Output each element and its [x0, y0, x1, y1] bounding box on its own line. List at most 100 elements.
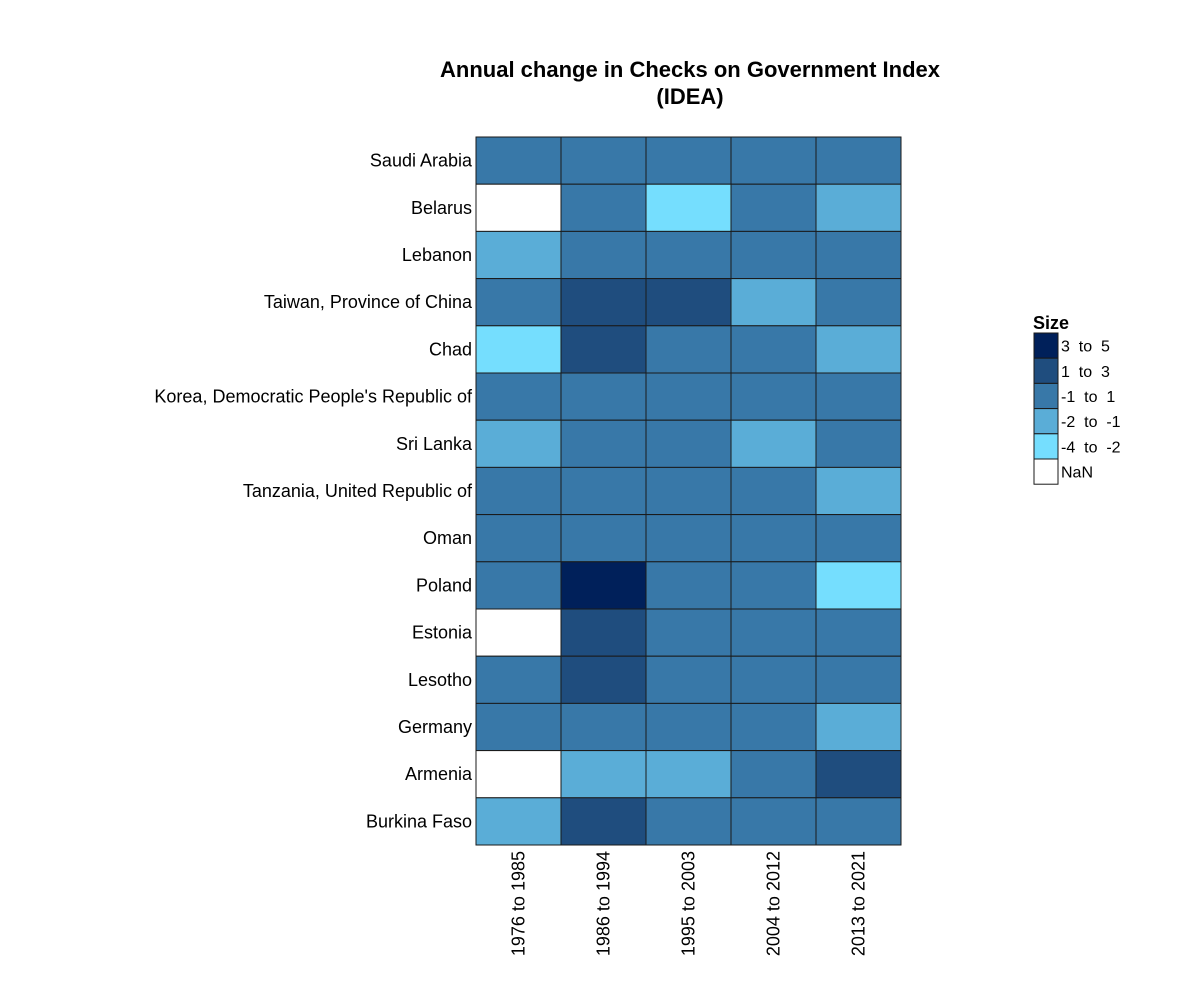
heatmap-cell	[730, 183, 817, 232]
row-label: Korea, Democratic People's Republic of	[154, 387, 473, 407]
legend-title: Size	[1033, 313, 1069, 333]
heatmap-cell	[475, 419, 562, 468]
legend-label: -2 to -1	[1061, 414, 1121, 431]
row-label: Poland	[416, 575, 472, 595]
column-label: 2013 to 2021	[849, 851, 869, 956]
heatmap-cell	[815, 608, 902, 657]
heatmap-cell	[475, 750, 562, 799]
heatmap-cell	[730, 655, 817, 704]
row-label: Chad	[429, 339, 472, 359]
heatmap-cell	[730, 466, 817, 516]
heatmap-cell	[730, 561, 817, 610]
heatmap-cell	[560, 325, 647, 374]
heatmap-cell	[645, 230, 732, 280]
heatmap-cell	[815, 655, 902, 704]
heatmap-cell	[560, 702, 647, 752]
heatmap-cell	[815, 702, 902, 752]
legend-label: -4 to -2	[1061, 439, 1121, 456]
legend-swatch	[1033, 458, 1059, 485]
heatmap-cell	[560, 466, 647, 516]
row-label: Saudi Arabia	[370, 151, 473, 171]
heatmap-cell	[815, 278, 902, 327]
heatmap-cell	[475, 702, 562, 752]
heatmap-cell	[645, 278, 732, 327]
row-label: Tanzania, United Republic of	[243, 481, 473, 501]
heatmap-cell	[645, 372, 732, 421]
chart-title: Annual change in Checks on Government In…	[380, 56, 1000, 110]
legend-swatch	[1033, 433, 1059, 460]
heatmap-cell	[815, 514, 902, 563]
heatmap-cell	[645, 325, 732, 374]
legend-swatch	[1033, 382, 1059, 410]
heatmap-cell	[560, 750, 647, 799]
row-label: Oman	[423, 528, 472, 548]
heatmap-cell	[645, 702, 732, 752]
column-label: 1976 to 1985	[509, 851, 529, 956]
column-label: 2004 to 2012	[764, 851, 784, 956]
legend-swatch	[1033, 357, 1059, 384]
heatmap-cell	[475, 655, 562, 704]
heatmap-cell	[730, 702, 817, 752]
column-label: 1995 to 2003	[679, 851, 699, 956]
heatmap-cell	[475, 514, 562, 563]
row-labels: Saudi Arabia Belarus Lebanon Taiwan, Provin…	[154, 151, 473, 832]
legend: Size 3 to 5 1 to 3 -1 to 1 -2 to -1 -4 to -2 N…	[1033, 313, 1121, 485]
heatmap-cell	[560, 514, 647, 563]
heatmap-cell	[730, 797, 817, 846]
legend-label: 1 to 3	[1061, 364, 1110, 381]
heatmap-cell	[560, 278, 647, 327]
row-label: Sri Lanka	[396, 434, 473, 454]
legend-swatch	[1033, 408, 1059, 435]
heatmap-cell	[475, 561, 562, 610]
heatmap-cell	[730, 230, 817, 280]
heatmap-cell	[645, 608, 732, 657]
heatmap-cell	[560, 797, 647, 846]
heatmap-cell	[730, 750, 817, 799]
heatmap-cell	[475, 278, 562, 327]
row-label: Lesotho	[408, 670, 472, 690]
row-label: Burkina Faso	[366, 811, 472, 831]
heatmap-cell	[645, 183, 732, 232]
heatmap-cell	[645, 655, 732, 704]
row-label: Lebanon	[402, 245, 472, 265]
row-label: Belarus	[411, 198, 472, 218]
legend-label: -1 to 1	[1061, 389, 1115, 406]
heatmap-cell	[645, 561, 732, 610]
heatmap-cell	[560, 136, 647, 185]
heatmap-cell	[560, 608, 647, 657]
heatmap-cell	[815, 750, 902, 799]
chart-title-line-1: Annual change in Checks on Government In…	[440, 57, 940, 82]
heatmap-cell	[815, 419, 902, 468]
chart-title-line-2: (IDEA)	[656, 84, 724, 109]
heatmap-cell	[815, 797, 902, 846]
heatmap-cell	[475, 230, 562, 280]
heatmap-cell	[560, 230, 647, 280]
heatmap-cell	[560, 419, 647, 468]
heatmap-cell	[645, 419, 732, 468]
column-label: 1986 to 1994	[594, 851, 614, 956]
column-labels: 1976 to 1985 1986 to 1994 1995 to 2003 2004…	[509, 851, 869, 956]
heatmap-cell	[560, 561, 647, 610]
heatmap-cell	[475, 372, 562, 421]
row-label: Armenia	[405, 764, 473, 784]
heatmap-cell	[560, 183, 647, 232]
heatmap-cell	[815, 183, 902, 232]
heatmap-cell	[475, 136, 562, 185]
heatmap-cell	[815, 466, 902, 516]
legend-label: NaN	[1061, 465, 1093, 482]
heatmap-cells	[475, 136, 902, 846]
heatmap-cell	[815, 325, 902, 374]
heatmap-cell	[560, 372, 647, 421]
heatmap-cell	[730, 514, 817, 563]
legend-label: 3 to 5	[1061, 339, 1110, 356]
heatmap-cell	[730, 419, 817, 468]
heatmap-cell	[475, 325, 562, 374]
heatmap-cell	[730, 136, 817, 185]
row-label: Germany	[398, 717, 472, 737]
heatmap-cell	[560, 655, 647, 704]
heatmap-cell	[815, 372, 902, 421]
heatmap-cell	[730, 278, 817, 327]
heatmap-cell	[815, 230, 902, 280]
heatmap-cell	[730, 608, 817, 657]
